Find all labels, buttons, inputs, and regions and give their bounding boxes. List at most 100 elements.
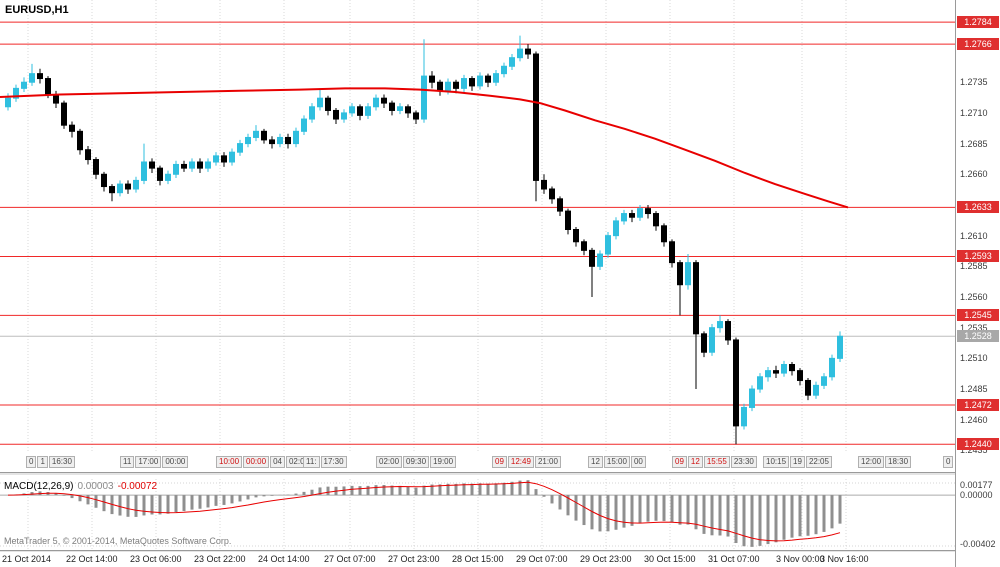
- time-axis-label: 29 Oct 23:00: [580, 554, 632, 564]
- symbol-timeframe-label: EURUSD,H1: [5, 4, 69, 16]
- price-tick-label: 1.2735: [960, 77, 988, 88]
- news-event-tag[interactable]: 11 17:00 00:00: [120, 456, 189, 468]
- news-event-time: 19: [790, 456, 805, 468]
- news-event-time: 12:00: [858, 456, 885, 468]
- candle-body: [341, 112, 347, 120]
- candle-body: [717, 321, 723, 329]
- news-event-tag[interactable]: 12:00 18:30: [858, 456, 912, 468]
- news-event-time: 12:49: [507, 456, 534, 468]
- candle-body: [621, 213, 627, 222]
- candle-body: [429, 75, 435, 83]
- news-event-time: 00:00: [243, 456, 270, 468]
- time-axis-label: 31 Oct 07:00: [708, 554, 760, 564]
- candle-body: [517, 48, 523, 59]
- news-event-time: 23:30: [730, 456, 757, 468]
- news-event-tag[interactable]: 0 1 16:30: [26, 456, 75, 468]
- candle-body: [541, 179, 547, 190]
- macd-main-value: 0.00003: [77, 481, 114, 492]
- news-event-tag[interactable]: 09 12:49 21:00: [492, 456, 561, 468]
- candle-body: [549, 188, 555, 200]
- candle-body: [141, 161, 147, 181]
- price-tick-label: 1.2660: [960, 169, 988, 180]
- candle-body: [389, 102, 395, 111]
- news-event-time: 16:30: [48, 456, 75, 468]
- news-event-time: 0: [26, 456, 37, 468]
- candle-body: [333, 109, 339, 120]
- candle-body: [277, 136, 283, 145]
- copyright-text: MetaTrader 5, © 2001-2014, MetaQuotes So…: [4, 536, 232, 546]
- candle-body: [253, 130, 259, 138]
- candle-body: [629, 213, 635, 218]
- time-axis-label: 30 Oct 15:00: [644, 554, 696, 564]
- candle-body: [789, 363, 795, 372]
- grid-lines: [27, 0, 847, 551]
- news-event-time: 09:30: [403, 456, 430, 468]
- price-level-badge: 1.2784: [957, 16, 999, 29]
- news-event-tag[interactable]: 0: [943, 456, 954, 468]
- time-axis-label: 29 Oct 07:00: [516, 554, 568, 564]
- time-axis-label: 3 Nov 16:00: [820, 554, 869, 564]
- price-axis[interactable]: 1.2735 1.2710 1.2685 1.2660 1.2610 1.2585 1.25…: [955, 0, 1000, 567]
- candle-body: [613, 220, 619, 237]
- candle-body: [725, 321, 731, 341]
- price-level-badge: 1.2593: [957, 250, 999, 263]
- macd-zero-label: 0.00000: [960, 490, 993, 501]
- price-level-badge: 1.2766: [957, 38, 999, 51]
- candle-body: [381, 97, 387, 104]
- time-axis-label: 28 Oct 15:00: [452, 554, 504, 564]
- candle-body: [509, 57, 515, 67]
- price-tick-label: 1.2435: [960, 445, 988, 456]
- news-event-time: 00:00: [162, 456, 189, 468]
- news-event-time: 19:00: [430, 456, 457, 468]
- news-event-tag[interactable]: 11: 17:30: [303, 456, 347, 468]
- news-event-time: 12: [588, 456, 603, 468]
- candle-body: [189, 161, 195, 169]
- candle-body: [461, 78, 467, 89]
- candle-body: [813, 384, 819, 396]
- price-level-badge: 1.2633: [957, 201, 999, 214]
- news-event-tag[interactable]: 10:00 00:00 04 02:00: [216, 456, 312, 468]
- candle-body: [157, 167, 163, 181]
- macd-indicator-label: MACD(12,26,9) 0.00003 -0.00072: [4, 481, 157, 492]
- news-event-time: 17:30: [320, 456, 347, 468]
- macd-name: MACD(12,26,9): [4, 481, 74, 492]
- news-event-time: 09: [672, 456, 687, 468]
- candle-body: [93, 159, 99, 175]
- candle-body: [117, 183, 123, 194]
- macd-signal-value: -0.00072: [117, 481, 158, 492]
- news-event-tag[interactable]: 10:15 19 22:05: [763, 456, 832, 468]
- news-event-time: 11: [120, 456, 135, 468]
- candle-body: [645, 208, 651, 215]
- time-axis-label: 24 Oct 14:00: [258, 554, 310, 564]
- candle-body: [733, 339, 739, 427]
- candle-body: [661, 225, 667, 243]
- candle-body: [261, 130, 267, 141]
- candle-body: [173, 163, 179, 175]
- candle-body: [221, 155, 227, 163]
- news-event-tag[interactable]: 02:00 09:30 19:00: [376, 456, 457, 468]
- current-price-badge: 1.2528: [957, 330, 999, 343]
- panel-divider[interactable]: [0, 472, 1000, 476]
- candle-body: [397, 106, 403, 111]
- price-tick-label: 1.2460: [960, 414, 988, 425]
- candle-body: [21, 81, 27, 89]
- moving-average-line[interactable]: [0, 87, 849, 209]
- news-event-tag[interactable]: 12 15:00 00: [588, 456, 646, 468]
- candle-body: [677, 262, 683, 286]
- candle-body: [37, 73, 43, 80]
- news-event-time: 02:00: [376, 456, 403, 468]
- time-axis[interactable]: 21 Oct 2014 22 Oct 14:00 23 Oct 06:00 23 Oc…: [0, 552, 955, 567]
- time-axis-label: 23 Oct 06:00: [130, 554, 182, 564]
- news-event-time: 22:05: [805, 456, 832, 468]
- news-event-time: 15:00: [603, 456, 630, 468]
- candle-body: [69, 124, 75, 132]
- news-event-time: 10:15: [763, 456, 790, 468]
- news-event-tag[interactable]: 09 12 15:55 23:30: [672, 456, 757, 468]
- macd-signal-line: [7, 481, 841, 542]
- price-tick-label: 1.2610: [960, 230, 988, 241]
- candle-body: [269, 139, 275, 145]
- news-event-time: 09: [492, 456, 507, 468]
- candle-body: [405, 106, 411, 114]
